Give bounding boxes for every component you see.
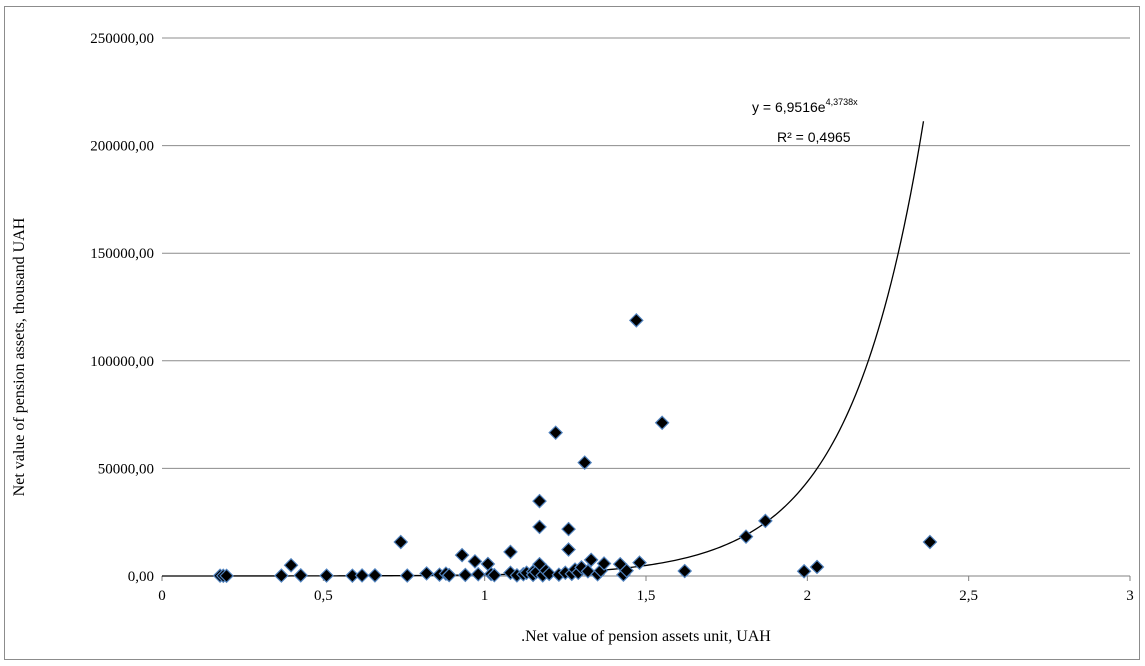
data-point [541,566,557,582]
trendline-curve [161,121,925,577]
x-tick-label: 1 [481,588,489,604]
data-point [654,415,670,431]
data-point [532,493,547,509]
y-tick-label: 50000,00 [98,461,154,477]
data-point [293,568,309,583]
data-point [809,559,825,575]
y-axis-title: Net value of pension assets, thousand UA… [11,217,28,496]
data-point [319,568,334,583]
y-gridlines [162,37,1130,469]
data-point [367,568,383,583]
y-tick-label: 150000,00 [90,246,154,262]
data-point [399,568,415,583]
data-point [561,542,576,557]
y-tick-label: 200000,00 [90,139,154,155]
data-point [619,563,634,578]
data-point [922,534,938,550]
data-point [738,529,754,544]
data-point [393,534,409,550]
data-point [758,513,773,529]
data-point [632,555,647,571]
trendline-equation: y = 6,9516e4,3738x [752,97,858,115]
x-tick-label: 1,5 [637,588,656,604]
y-tick-label: 100000,00 [90,354,154,370]
data-point [441,567,457,583]
data-point [486,567,502,583]
data-point [503,544,518,560]
x-axis-title: .Net value of pension assets unit, UAH [521,628,771,645]
data-point [419,566,434,581]
data-point [561,521,576,537]
x-tick-label: 2 [804,588,812,604]
y-tick-label: 250000,00 [90,31,154,47]
trendline-r-squared: R² = 0,4965 [777,129,851,145]
x-tick-label: 0,5 [314,588,333,604]
data-point [467,554,483,569]
x-tick-label: 3 [1126,588,1134,604]
data-point [457,567,473,583]
y-tick-label: 0,00 [128,569,154,585]
data-point [274,568,289,583]
x-tick-label: 0 [158,588,166,604]
data-point [454,547,470,563]
data-point [677,563,693,579]
data-point [532,519,547,535]
x-tick-label: 2,5 [959,588,978,604]
data-point [219,568,234,584]
data-point [283,557,299,573]
data-point [628,312,644,328]
data-point [796,563,812,579]
data-point [470,566,486,582]
data-point [354,568,370,583]
data-point [548,425,564,441]
x-tick-labels: 0 0,5 1 1,5 2 2,5 3 [158,576,1134,604]
data-point [596,556,612,571]
y-tick-labels: 0,00 50000,00 100000,00 150000,00 200000,00 2… [90,31,154,585]
data-points [212,312,938,584]
data-point [577,455,593,470]
data-point [583,552,599,568]
